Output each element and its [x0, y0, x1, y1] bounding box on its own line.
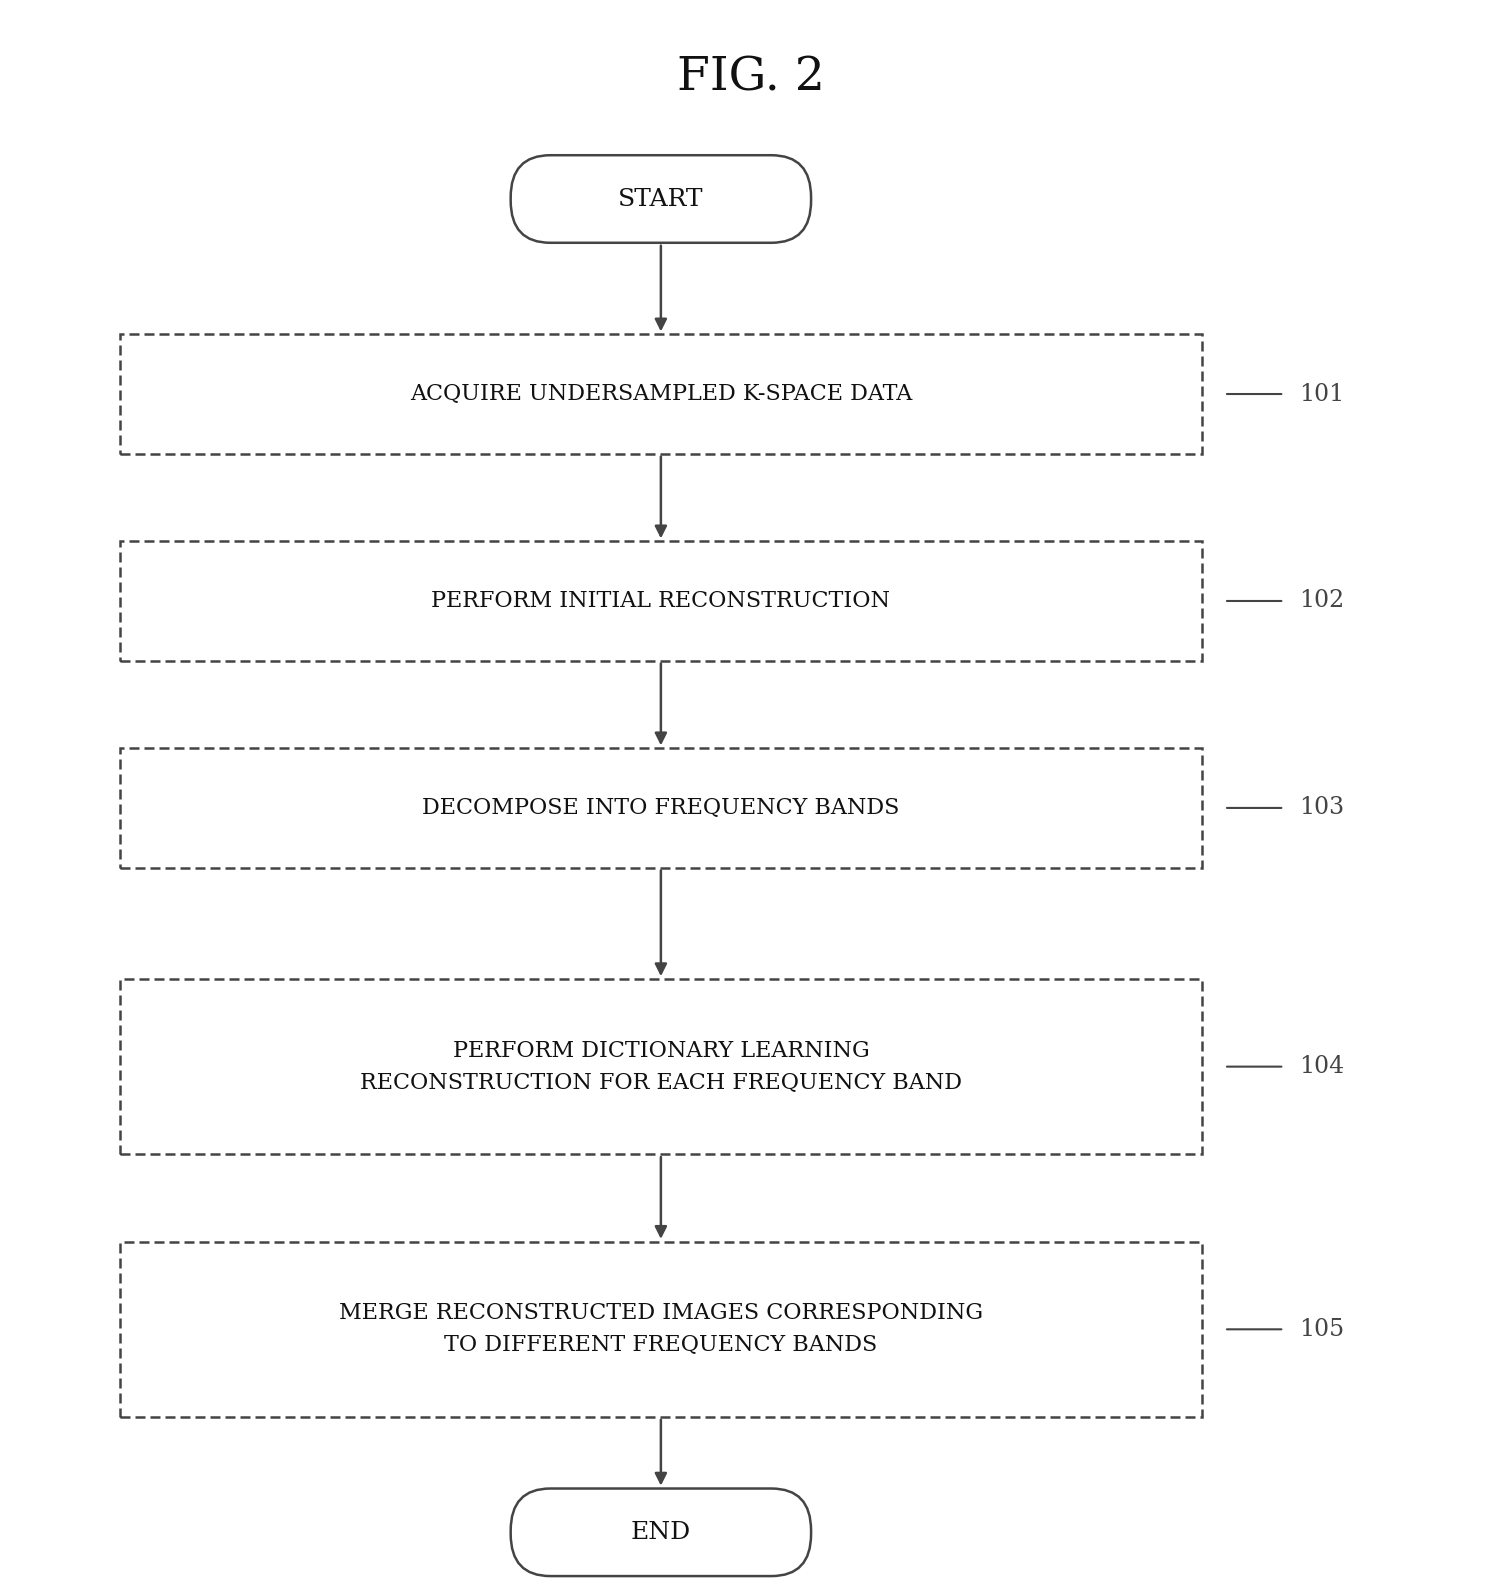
- Text: 102: 102: [1299, 589, 1344, 613]
- Bar: [120, 748, 1202, 868]
- Bar: [120, 541, 1202, 661]
- Bar: [120, 979, 1202, 1154]
- Bar: [120, 1242, 1202, 1417]
- Text: FIG. 2: FIG. 2: [677, 56, 825, 100]
- Bar: [120, 334, 1202, 454]
- Text: 104: 104: [1299, 1055, 1344, 1078]
- Text: 103: 103: [1299, 796, 1344, 820]
- Text: ACQUIRE UNDERSAMPLED K-SPACE DATA: ACQUIRE UNDERSAMPLED K-SPACE DATA: [410, 384, 912, 404]
- Bar: [120, 748, 1202, 868]
- Text: START: START: [619, 188, 703, 210]
- Text: END: END: [631, 1520, 691, 1544]
- Text: PERFORM INITIAL RECONSTRUCTION: PERFORM INITIAL RECONSTRUCTION: [431, 591, 891, 611]
- Text: PERFORM DICTIONARY LEARNING
RECONSTRUCTION FOR EACH FREQUENCY BAND: PERFORM DICTIONARY LEARNING RECONSTRUCTI…: [360, 1040, 961, 1094]
- Bar: [120, 334, 1202, 454]
- Text: 105: 105: [1299, 1318, 1344, 1340]
- FancyBboxPatch shape: [511, 154, 811, 242]
- Bar: [120, 979, 1202, 1154]
- Bar: [120, 541, 1202, 661]
- Bar: [120, 1242, 1202, 1417]
- Text: MERGE RECONSTRUCTED IMAGES CORRESPONDING
TO DIFFERENT FREQUENCY BANDS: MERGE RECONSTRUCTED IMAGES CORRESPONDING…: [339, 1302, 982, 1356]
- Text: 101: 101: [1299, 382, 1344, 406]
- FancyBboxPatch shape: [511, 1489, 811, 1576]
- Text: DECOMPOSE INTO FREQUENCY BANDS: DECOMPOSE INTO FREQUENCY BANDS: [422, 798, 900, 818]
